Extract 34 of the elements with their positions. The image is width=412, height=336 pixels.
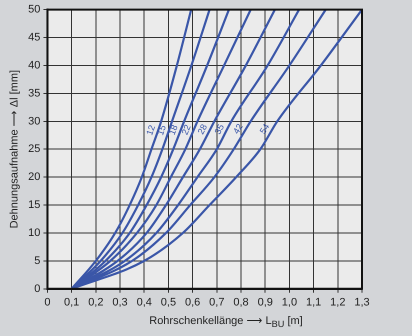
- x-tick-label: 0,3: [112, 296, 128, 308]
- text: 54: [258, 122, 272, 136]
- x-tick-label: 1,2: [330, 296, 346, 308]
- y-tick-label: 0: [34, 282, 40, 295]
- x-tick-label: 0,7: [209, 296, 224, 308]
- x-tick-label: 0,5: [160, 296, 176, 308]
- x-tick-label: 1,1: [306, 296, 322, 308]
- text: 42: [231, 122, 245, 136]
- x-tick-label: 0,2: [88, 296, 104, 308]
- x-tick-label: 0,1: [64, 296, 80, 308]
- text: 18: [166, 123, 180, 136]
- y-tick-label: 30: [28, 115, 40, 128]
- text: 22: [180, 123, 193, 136]
- x-tick-label: 0,4: [136, 296, 152, 308]
- y-tick-label: 25: [28, 143, 40, 156]
- y-tick-label: 15: [28, 199, 40, 212]
- y-axis-title: Dehnungsaufnahme ⟶ Δl [mm]: [8, 70, 21, 228]
- y-tick-label: 10: [28, 226, 40, 239]
- y-tick-label: 35: [28, 87, 40, 100]
- x-tick-label: 0,9: [258, 296, 273, 308]
- y-tick-label: 40: [28, 59, 40, 72]
- x-tick-label: 0: [44, 296, 50, 308]
- text: 28: [196, 122, 210, 136]
- text: 35: [212, 122, 226, 136]
- y-tick-label: 20: [28, 171, 40, 184]
- x-axis-title: Rohrschenkellänge ⟶ L$_{BU}$ [m]: [148, 314, 304, 330]
- x-tick-label: 0,6: [184, 296, 200, 308]
- y-tick-label: 50: [28, 4, 40, 16]
- y-tick-label: 5: [34, 254, 40, 267]
- y-tick-label: 45: [28, 32, 40, 44]
- x-tick-label: 1,0: [282, 296, 298, 308]
- text: 12: [144, 124, 158, 137]
- x-tick-label: 1,3: [354, 296, 370, 308]
- x-tick-label: 0,8: [233, 296, 249, 308]
